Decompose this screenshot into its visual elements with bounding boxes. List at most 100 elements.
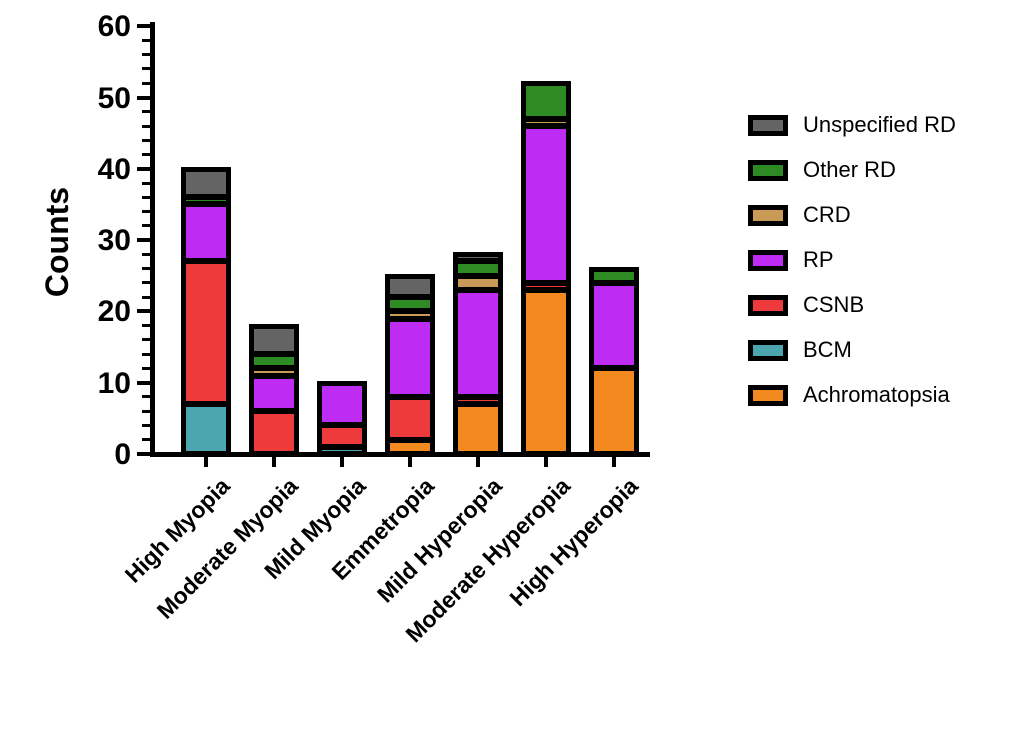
legend-label: RP (803, 247, 834, 272)
y-major-tick (137, 166, 150, 171)
y-minor-tick (142, 352, 150, 356)
legend-item: CRD (748, 204, 956, 226)
x-tick (340, 457, 344, 467)
y-minor-tick (142, 281, 150, 285)
bar-segment-crd (387, 311, 433, 319)
y-major-tick (137, 24, 150, 29)
x-axis-label: Mild Hyperopia (372, 472, 507, 608)
legend-item: CSNB (748, 294, 956, 316)
bar-outline (385, 273, 435, 456)
bar-segment-rp (319, 382, 365, 426)
bar-outline (249, 323, 299, 456)
bar-segment-rp (591, 282, 637, 369)
bar-segment-csnb (523, 282, 569, 290)
y-major-tick (137, 380, 150, 385)
bar-outline (317, 380, 367, 456)
y-minor-tick (142, 252, 150, 256)
bar-segment-unspecified-rd (183, 168, 229, 198)
y-minor-tick (142, 438, 150, 442)
y-axis-title: Counts (39, 186, 75, 298)
bar-segment-other-rd (523, 83, 569, 119)
bar-segment-csnb (251, 411, 297, 454)
bar-segment-unspecified-rd (387, 275, 433, 298)
y-minor-tick (142, 409, 150, 413)
legend-label: Unspecified RD (803, 112, 956, 137)
legend-swatch-icon (748, 114, 788, 136)
bar-segment-rp (387, 318, 433, 397)
bar-segment-other-rd (591, 268, 637, 283)
legend-swatch-icon (748, 249, 788, 271)
y-minor-tick (142, 210, 150, 214)
bar-segment-csnb (387, 396, 433, 440)
y-minor-tick (142, 324, 150, 328)
y-tick-label: 30 (97, 224, 131, 258)
y-minor-tick (142, 423, 150, 427)
y-minor-tick (142, 295, 150, 299)
legend-swatch-icon (748, 159, 788, 181)
y-minor-tick (142, 366, 150, 370)
y-minor-tick (142, 224, 150, 228)
y-minor-tick (142, 53, 150, 57)
x-axis-label: High Hyperopia (504, 472, 643, 612)
y-axis (150, 22, 155, 457)
y-minor-tick (142, 395, 150, 399)
bar-outline (521, 81, 571, 456)
bar-segment-bcm (319, 446, 365, 454)
bar-segment-rp (183, 204, 229, 262)
bar-segment-achromatopsia (523, 290, 569, 454)
bar-segment-bcm (183, 404, 229, 454)
legend-item: BCM (748, 339, 956, 361)
y-minor-tick (142, 124, 150, 128)
bar-segment-achromatopsia (387, 439, 433, 454)
y-major-tick (137, 452, 150, 456)
bar-segment-achromatopsia (455, 404, 501, 454)
bar-segment-other-rd (183, 197, 229, 205)
x-tick (544, 457, 548, 467)
legend-label: CRD (803, 202, 851, 227)
x-tick (476, 457, 480, 467)
bar-segment-other-rd (455, 261, 501, 276)
bar-outline (453, 252, 503, 456)
y-tick-label: 0 (114, 438, 131, 471)
y-minor-tick (142, 38, 150, 42)
bar-segment-rp (251, 375, 297, 412)
bar-segment-other-rd (387, 297, 433, 312)
bar-segment-csnb (183, 261, 229, 405)
bar-segment-unspecified-rd (455, 254, 501, 262)
y-tick-label: 60 (97, 10, 131, 44)
legend: Unspecified RD Other RD CRD RP CSNB BCM Achrom… (748, 114, 956, 406)
bar-segment-crd (455, 275, 501, 290)
legend-label: Other RD (803, 157, 896, 182)
legend-item: Unspecified RD (748, 114, 956, 136)
bar-segment-rp (455, 290, 501, 397)
legend-label: BCM (803, 337, 852, 362)
y-major-tick (137, 238, 150, 243)
legend-label: CSNB (803, 292, 865, 317)
bar-outline (181, 166, 231, 456)
y-minor-tick (142, 195, 150, 199)
y-minor-tick (142, 338, 150, 342)
y-minor-tick (142, 81, 150, 85)
y-major-tick (137, 309, 150, 314)
y-minor-tick (142, 153, 150, 157)
bar-segment-csnb (455, 396, 501, 405)
x-tick (204, 457, 208, 467)
y-minor-tick (142, 67, 150, 71)
x-tick (272, 457, 276, 467)
bar-segment-unspecified-rd (251, 325, 297, 355)
bar-segment-csnb (319, 425, 365, 447)
y-minor-tick (142, 110, 150, 114)
y-minor-tick (142, 181, 150, 185)
y-tick-label: 50 (97, 81, 131, 115)
bar-segment-achromatopsia (591, 368, 637, 454)
y-tick-label: 10 (97, 366, 131, 400)
legend-swatch-icon (748, 384, 788, 406)
legend-swatch-icon (748, 294, 788, 316)
legend-label: Achromatopsia (803, 382, 950, 407)
x-tick (612, 457, 616, 467)
bar-segment-crd (523, 118, 569, 126)
y-minor-tick (142, 267, 150, 271)
y-tick-label: 40 (97, 152, 131, 186)
legend-item: Achromatopsia (748, 384, 956, 406)
